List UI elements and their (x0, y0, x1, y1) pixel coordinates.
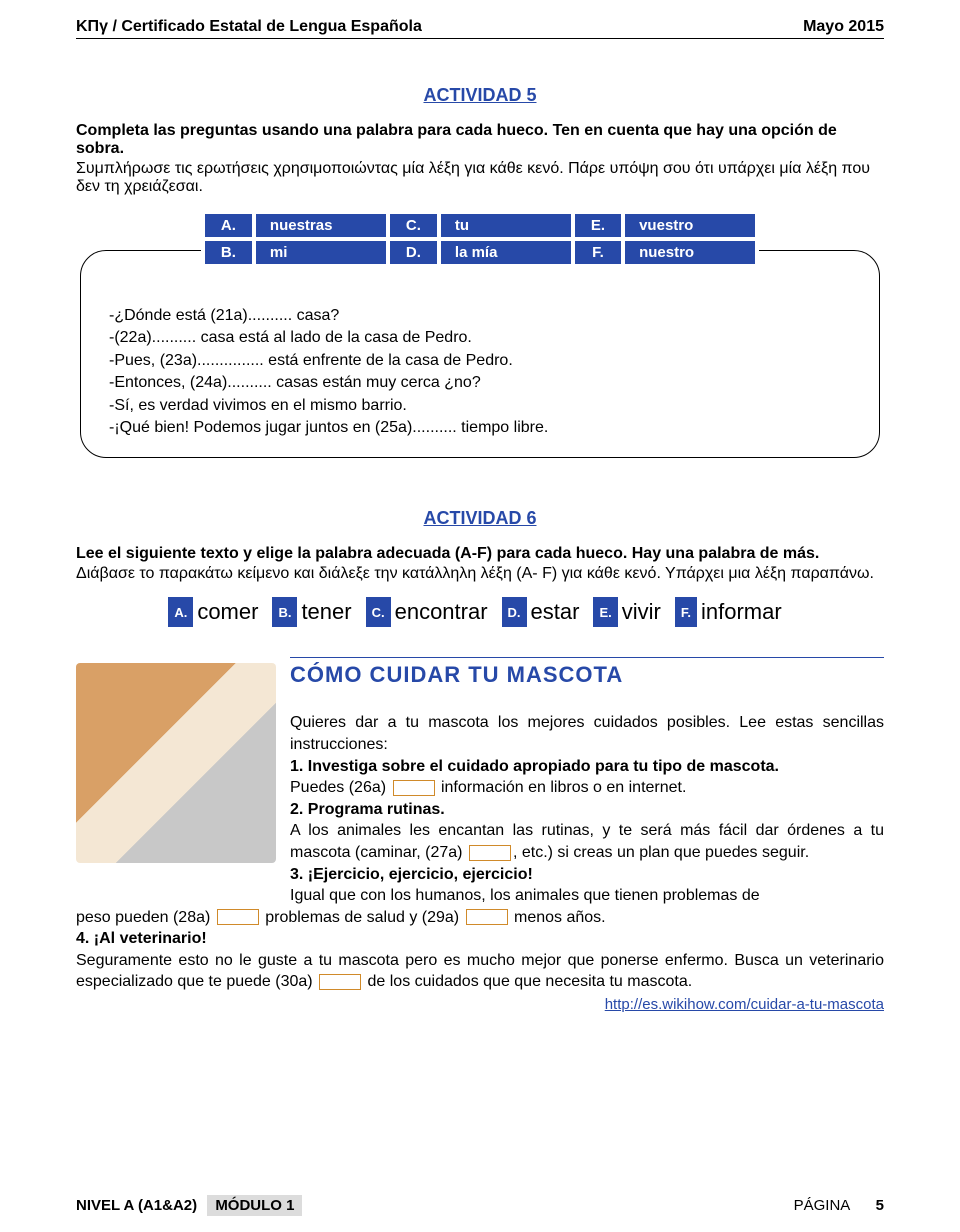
h4: 4. ¡Al veterinario! (76, 930, 207, 947)
activity5-title: ACTIVIDAD 5 (76, 85, 884, 106)
dialog-line: -(22a).......... casa está al lado de la… (109, 327, 851, 349)
p1b-a: Puedes (26a) (290, 779, 391, 796)
header-bar: ΚΠγ / Certificado Estatal de Lengua Espa… (76, 18, 884, 39)
blank-30a[interactable] (319, 974, 361, 990)
opt-f-key: F. (575, 241, 621, 264)
act5-dialog-box: -¿Dónde está (21a).......... casa? -(22a… (80, 250, 880, 458)
opt-b-val: mi (256, 241, 386, 264)
header-left: ΚΠγ / Certificado Estatal de Lengua Espa… (76, 18, 422, 36)
footer-level: NIVEL A (A1&A2) (76, 1197, 197, 1214)
dialog-line: -Sí, es verdad vivimos en el mismo barri… (109, 395, 851, 417)
p3-lead: Igual que con los humanos, los animales … (290, 887, 760, 904)
h3: 3. ¡Ejercicio, ejercicio, ejercicio! (290, 866, 533, 883)
dialog-line: -Entonces, (24a).......... casas están m… (109, 372, 851, 394)
opt6-f-k: F. (675, 597, 697, 627)
opt6-b-v: tener (297, 597, 361, 627)
h2: 2. Programa rutinas. (290, 801, 445, 818)
p1b-b: información en libros o en internet. (437, 779, 687, 796)
act5-instr-es: Completa las preguntas usando una palabr… (76, 122, 884, 158)
act6-options: A.comer B.tener C.encontrar D.estar E.vi… (76, 597, 884, 627)
p3b: problemas de salud y (29a) (261, 909, 464, 926)
opt-a-key: A. (205, 214, 252, 237)
opt6-b-k: B. (272, 597, 297, 627)
opt-c-val: tu (441, 214, 571, 237)
opt6-f-v: informar (697, 597, 792, 627)
blank-27a[interactable] (469, 845, 511, 861)
p2b: , etc.) si creas un plan que puedes segu… (513, 844, 809, 861)
mascota-row: CÓMO CUIDAR TU MASCOTA Quieres dar a tu … (76, 657, 884, 906)
act5-options-table: A. nuestras C. tu E. vuestro B. mi D. la… (201, 210, 759, 268)
opt-d-key: D. (390, 241, 437, 264)
blank-29a[interactable] (466, 909, 508, 925)
opt6-d-k: D. (502, 597, 527, 627)
opt6-e-v: vivir (618, 597, 671, 627)
act6-instr-gr: Διάβασε το παρακάτω κείμενο και διάλεξε … (76, 565, 884, 583)
blank-26a[interactable] (393, 780, 435, 796)
mascota-body-right: Quieres dar a tu mascota los mejores cui… (290, 712, 884, 906)
opt-e-key: E. (575, 214, 621, 237)
mascota-body-full: peso pueden (28a) problemas de salud y (… (76, 907, 884, 1016)
opt6-d-v: estar (527, 597, 590, 627)
opt6-a-k: A. (168, 597, 193, 627)
opt6-a-v: comer (193, 597, 268, 627)
p1a: Quieres dar a tu mascota los mejores cui… (290, 714, 884, 753)
h1: 1. Investiga sobre el cuidado apropiado … (290, 758, 779, 775)
dialog-line: -¡Qué bien! Podemos jugar juntos en (25a… (109, 417, 851, 439)
blank-28a[interactable] (217, 909, 259, 925)
opt-e-val: vuestro (625, 214, 755, 237)
opt-c-key: C. (390, 214, 437, 237)
act5-dialog-wrapper: A. nuestras C. tu E. vuestro B. mi D. la… (80, 210, 880, 458)
act6-instr-es: Lee el siguiente texto y elige la palabr… (76, 545, 884, 563)
footer-page-num: 5 (876, 1197, 884, 1214)
opt-b-key: B. (205, 241, 252, 264)
mascota-title: CÓMO CUIDAR TU MASCOTA (290, 657, 884, 694)
opt-a-val: nuestras (256, 214, 386, 237)
act5-instr-gr: Συμπλήρωσε τις ερωτήσεις χρησιμοποιώντας… (76, 160, 884, 196)
opt6-c-k: C. (366, 597, 391, 627)
dialog-line: -Pues, (23a)............... está enfrent… (109, 350, 851, 372)
source-link[interactable]: http://es.wikihow.com/cuidar-a-tu-mascot… (76, 995, 884, 1015)
footer-page-label: PÁGINA (794, 1197, 850, 1214)
opt-d-val: la mía (441, 241, 571, 264)
dialog-line: -¿Dónde está (21a).......... casa? (109, 305, 851, 327)
p3a-cont: peso pueden (28a) (76, 909, 215, 926)
p4b: de los cuidados que que necesita tu masc… (363, 973, 692, 990)
header-right: Mayo 2015 (803, 18, 884, 36)
opt-f-val: nuestro (625, 241, 755, 264)
opt6-e-k: E. (593, 597, 617, 627)
activity6-title: ACTIVIDAD 6 (76, 508, 884, 529)
opt6-c-v: encontrar (391, 597, 498, 627)
p3c: menos años. (510, 909, 606, 926)
footer: NIVEL A (A1&A2) MÓDULO 1 PÁGINA 5 (76, 1197, 884, 1214)
pet-image (76, 663, 276, 863)
footer-module: MÓDULO 1 (207, 1195, 302, 1216)
